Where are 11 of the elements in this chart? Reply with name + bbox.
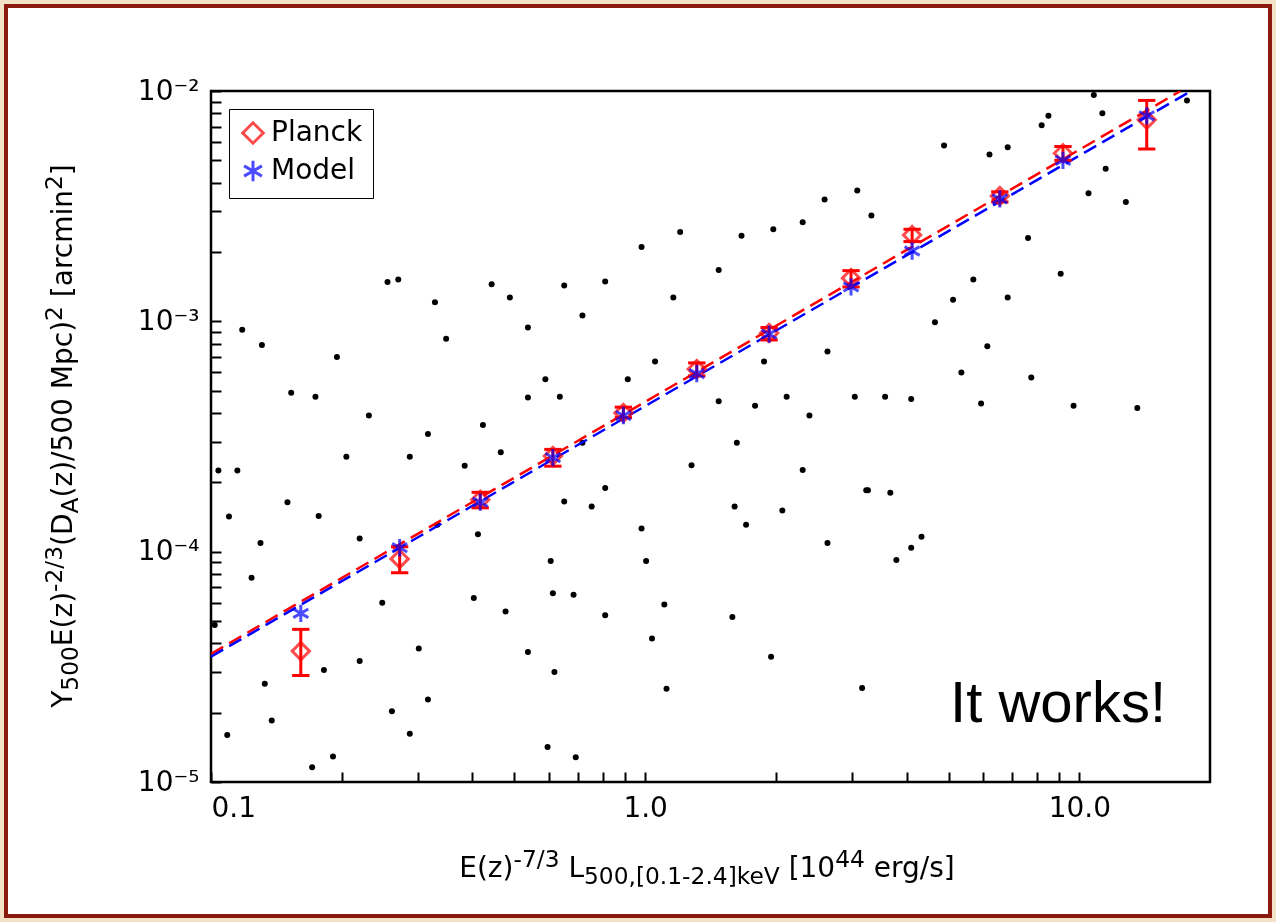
- x-tick-label: 0.1: [211, 790, 257, 824]
- x-axis-title: E(z)$^{-7/3}$ L$_{500,[0.1-2.4]keV}$ [10$^{44}$ erg/s]: [459, 845, 955, 890]
- legend-label: Model: [271, 153, 356, 186]
- y-tick-label: 10⁻²: [137, 73, 200, 107]
- y-tick-label: 10⁻⁴: [137, 534, 200, 568]
- legend-label: Planck: [271, 115, 363, 148]
- x-tick-label: 10.0: [1048, 790, 1111, 824]
- y-tick-label: 10⁻⁵: [137, 764, 200, 798]
- y-tick-label: 10⁻³: [137, 303, 200, 337]
- x-tick-label: 1.0: [623, 790, 668, 824]
- annotation: It works!: [950, 668, 1166, 735]
